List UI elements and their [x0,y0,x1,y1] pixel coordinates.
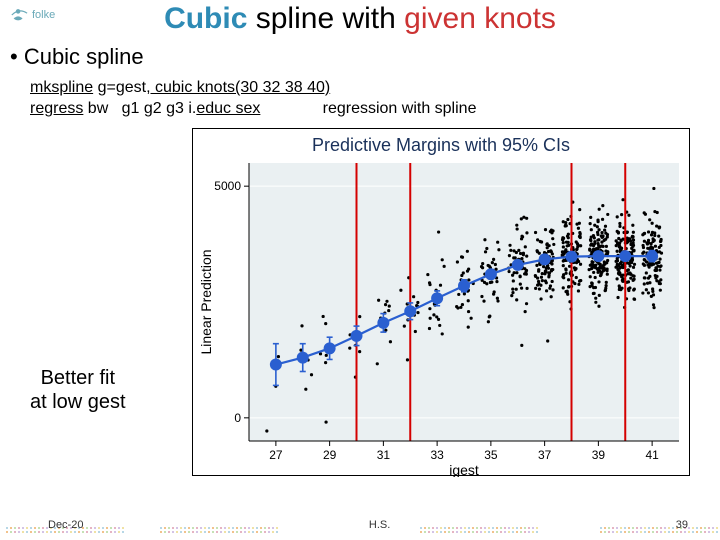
slide-title: Cubic spline with given knots [0,2,720,36]
title-part3a: with [334,2,404,35]
stata-code: mkspline g=gest, cubic knots(30 32 38 40… [30,78,476,120]
svg-text:5000: 5000 [214,179,241,193]
footer: Dec-20 H.S. 39 [0,516,720,534]
svg-text:31: 31 [377,448,391,462]
chart-container: Predictive Margins with 95% CIs 27 29 31 33… [192,128,690,476]
bullet-subtitle: • Cubic spline [10,44,144,70]
svg-text:35: 35 [484,448,498,462]
svg-text:33: 33 [430,448,444,462]
annotation-line2: at low gest [30,390,126,414]
svg-text:igest: igest [449,462,479,477]
footer-author: H.S. [369,519,390,531]
chart-svg: 27 29 31 33 35 37 39 41 0 5000 igest Linear Predict… [193,129,691,477]
svg-text:0: 0 [234,411,241,425]
footer-page: 39 [676,519,688,531]
annotation-line1: Better fit [30,366,126,390]
footer-date: Dec-20 [48,519,83,531]
svg-text:Linear Prediction: Linear Prediction [198,249,214,354]
svg-text:41: 41 [645,448,659,462]
chart-title: Predictive Margins with 95% CIs [193,135,689,156]
svg-text:37: 37 [538,448,552,462]
svg-text:27: 27 [269,448,283,462]
title-part1: Cubic [164,2,247,35]
svg-text:29: 29 [323,448,337,462]
svg-text:39: 39 [592,448,606,462]
title-part3: given knots [404,2,556,35]
annotation-better-fit: Better fit at low gest [30,366,126,414]
title-part2: spline [247,2,334,35]
